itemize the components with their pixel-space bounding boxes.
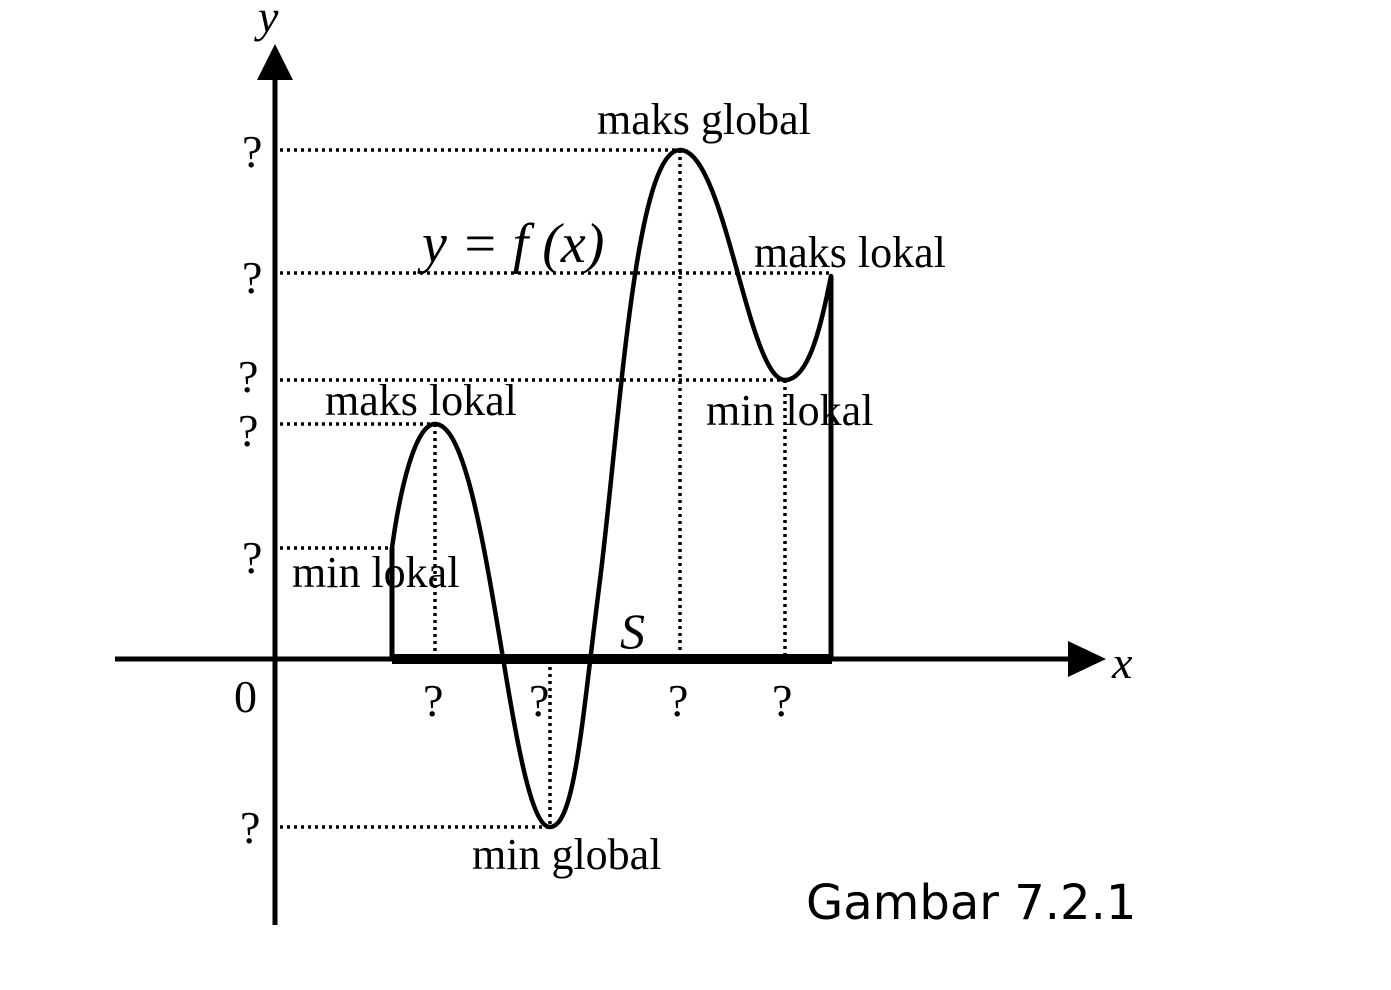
annotation-local-max-left: maks lokal (325, 376, 517, 425)
x-tick-global-max: ? (668, 675, 688, 726)
annotation-local-min-left: min lokal (292, 548, 459, 597)
set-label-s: S (620, 603, 645, 659)
annotation-global-min: min global (472, 830, 661, 879)
x-tick-local-min-right: ? (772, 675, 792, 726)
y-tick-global-max: ? (242, 126, 262, 177)
y-tick-local-min-left: ? (242, 532, 262, 583)
origin-label: 0 (234, 671, 257, 722)
y-tick-global-min: ? (240, 802, 260, 853)
extrema-annotations: maks global maks lokal maks lokal min lo… (292, 95, 946, 879)
figure-caption: Gambar 7.2.1 (806, 875, 1136, 931)
horizontal-guide-lines (280, 148, 830, 829)
vertical-guide-lines (433, 150, 787, 827)
x-axis-label: x (1111, 637, 1133, 688)
y-tick-local-max-right: ? (242, 252, 262, 303)
x-tick-local-max-left: ? (423, 675, 443, 726)
y-axis-arrow (257, 44, 293, 80)
annotation-local-min-right: min lokal (706, 386, 873, 435)
y-tick-local-min-right: ? (238, 351, 258, 402)
x-axis-arrow (1068, 641, 1106, 677)
y-tick-local-max-left: ? (238, 405, 258, 456)
y-axis-label: y (254, 0, 279, 42)
x-tick-global-min: ? (529, 675, 549, 726)
domain-interval (389, 276, 834, 664)
annotation-local-max-right: maks lokal (754, 228, 946, 277)
x-tick-unknowns: ? ? ? ? (423, 675, 792, 726)
function-label: y = f (x) (417, 213, 604, 275)
y-tick-unknowns: ? ? ? ? ? ? (238, 126, 262, 853)
annotation-global-max: maks global (597, 95, 811, 144)
function-curve (389, 147, 834, 830)
